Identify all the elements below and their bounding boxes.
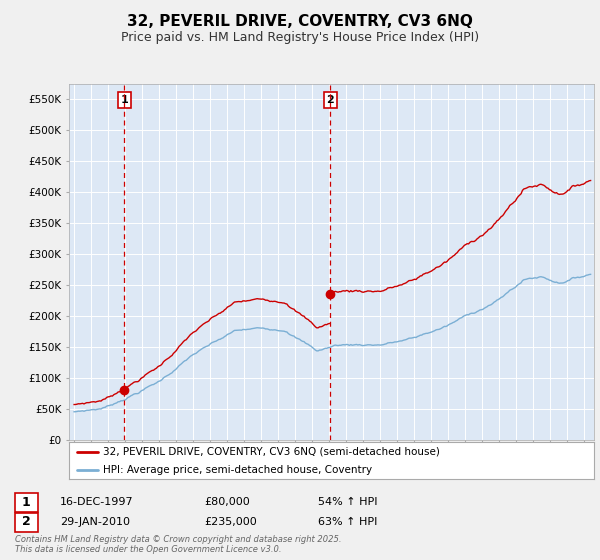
Text: 29-JAN-2010: 29-JAN-2010 (60, 517, 130, 527)
Text: HPI: Average price, semi-detached house, Coventry: HPI: Average price, semi-detached house,… (103, 465, 372, 475)
Text: 1: 1 (22, 496, 31, 509)
Text: Contains HM Land Registry data © Crown copyright and database right 2025.
This d: Contains HM Land Registry data © Crown c… (15, 535, 341, 554)
Text: £235,000: £235,000 (204, 517, 257, 527)
Text: 32, PEVERIL DRIVE, COVENTRY, CV3 6NQ (semi-detached house): 32, PEVERIL DRIVE, COVENTRY, CV3 6NQ (se… (103, 446, 440, 456)
Text: Price paid vs. HM Land Registry's House Price Index (HPI): Price paid vs. HM Land Registry's House … (121, 31, 479, 44)
Text: 54% ↑ HPI: 54% ↑ HPI (318, 497, 377, 507)
Text: 2: 2 (22, 515, 31, 529)
Text: 2: 2 (326, 95, 334, 105)
Text: 63% ↑ HPI: 63% ↑ HPI (318, 517, 377, 527)
Text: 1: 1 (121, 95, 128, 105)
Text: 16-DEC-1997: 16-DEC-1997 (60, 497, 134, 507)
Text: £80,000: £80,000 (204, 497, 250, 507)
Text: 32, PEVERIL DRIVE, COVENTRY, CV3 6NQ: 32, PEVERIL DRIVE, COVENTRY, CV3 6NQ (127, 14, 473, 29)
